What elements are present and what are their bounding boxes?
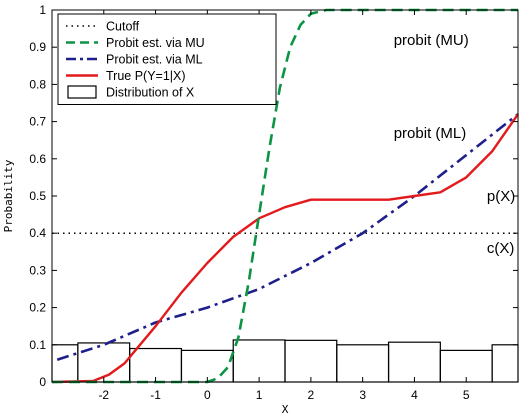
histogram-bar (336, 344, 390, 383)
y-tick-label: 0.9 (29, 40, 46, 54)
histogram-bar (232, 339, 286, 383)
histogram-bar (284, 339, 338, 383)
y-tick-label: 0.4 (29, 226, 46, 240)
histogram-bar (129, 347, 183, 383)
histogram-bar (387, 341, 441, 383)
x-tick-label: 4 (411, 388, 418, 402)
x-axis-title: X (282, 403, 289, 416)
x-tick-label: 0 (204, 388, 211, 402)
y-tick-label: 0 (39, 375, 46, 389)
x-tick-label: -1 (150, 388, 161, 402)
legend-swatch (67, 85, 97, 99)
legend: Cutoff Probit est. via MU Probit est. via … (57, 13, 277, 105)
x-axis: -2 -1 0 1 2 3 4 5 (98, 10, 470, 402)
legend-label: Probit est. via ML (106, 53, 203, 67)
legend-label: Cutoff (106, 20, 140, 34)
histogram-bar (491, 344, 519, 383)
x-tick-label: -2 (98, 388, 109, 402)
annotations: probit (MU) probit (ML) p(X) c(X) (394, 32, 516, 257)
series-line (52, 8, 518, 384)
y-tick-label: 1 (39, 3, 46, 17)
series-lines (51, 8, 519, 384)
y-axis: 0 0.1 0.2 0.3 0.4 0.5 0.6 0.7 0.8 0.9 1 (29, 3, 518, 389)
x-tick-label: 1 (256, 388, 263, 402)
x-tick-label: 5 (463, 388, 470, 402)
legend-label: Distribution of X (106, 86, 195, 100)
y-axis-title: Probability (2, 159, 15, 232)
annotation-label: c(X) (487, 240, 515, 257)
series-line (51, 113, 519, 384)
y-tick-label: 0.2 (29, 301, 46, 315)
x-tick-label: 2 (308, 388, 315, 402)
histogram-bar (51, 344, 79, 383)
legend-label: True P(Y=1|X) (106, 69, 186, 83)
y-tick-label: 0.8 (29, 77, 46, 91)
y-tick-label: 0.1 (29, 338, 46, 352)
histogram-bars (51, 339, 519, 383)
y-tick-label: 0.3 (29, 263, 46, 277)
y-tick-label: 0.7 (29, 115, 46, 129)
annotation-label: p(X) (487, 188, 515, 205)
y-tick-label: 0.5 (29, 189, 46, 203)
annotation-label: probit (ML) (394, 125, 467, 142)
series-line (56, 113, 519, 361)
annotation-label: probit (MU) (394, 32, 469, 49)
y-tick-label: 0.6 (29, 152, 46, 166)
x-tick-label: 3 (359, 388, 366, 402)
legend-label: Probit est. via MU (106, 36, 205, 50)
